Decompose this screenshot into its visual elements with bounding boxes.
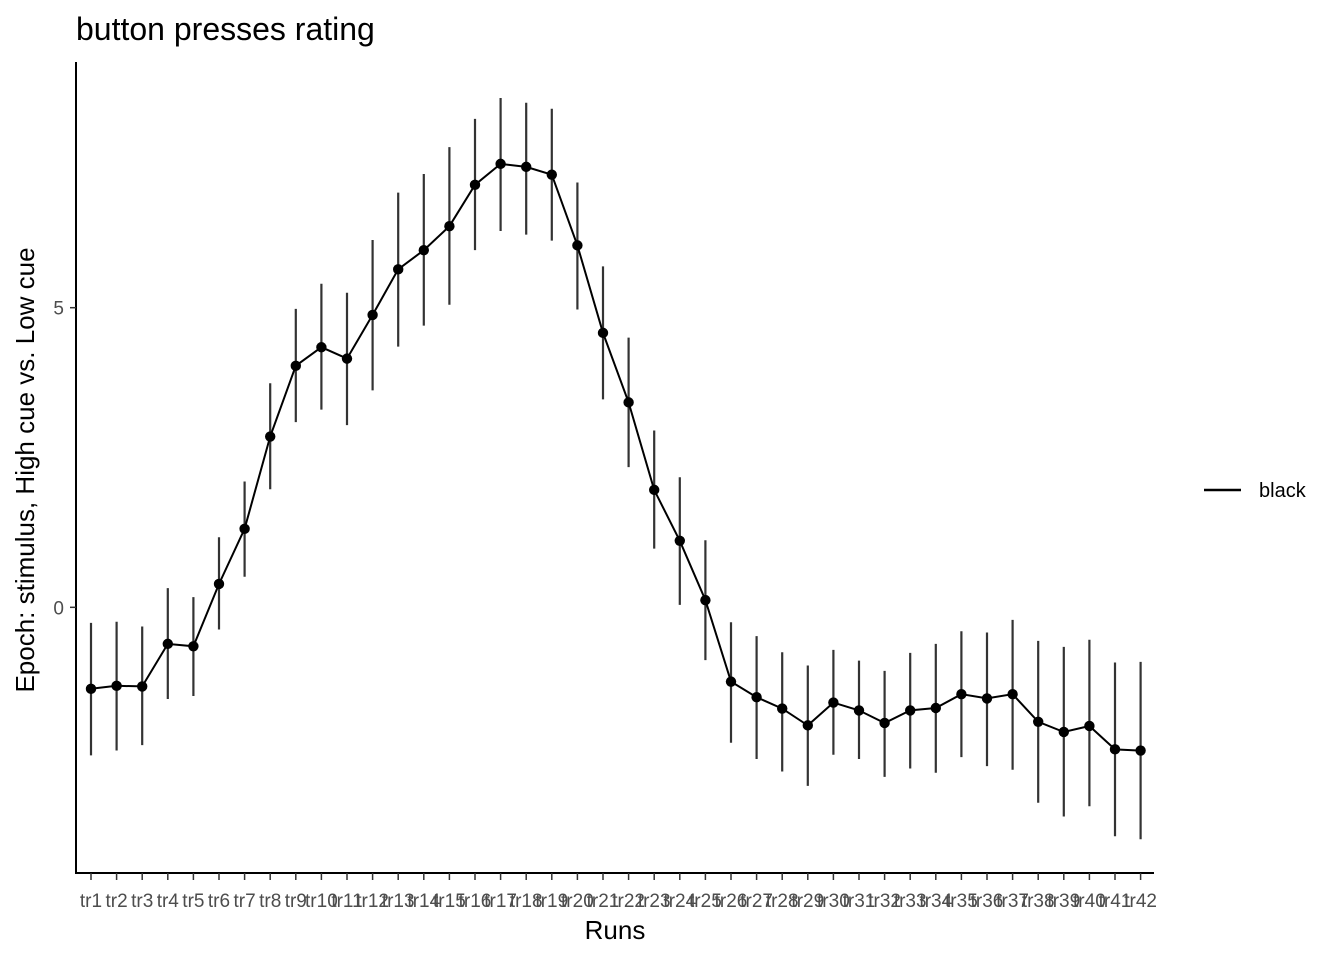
data-point xyxy=(393,264,404,275)
x-tick-label: tr13 xyxy=(382,891,415,912)
error-bars xyxy=(89,97,1142,840)
data-point xyxy=(777,703,788,714)
x-tick-label: tr40 xyxy=(1073,891,1106,912)
data-point xyxy=(853,705,865,716)
data-point xyxy=(649,484,660,496)
x-tick-label: tr39 xyxy=(1047,891,1080,912)
data-point xyxy=(239,523,250,535)
data-point xyxy=(802,720,813,731)
x-tick-label: tr21 xyxy=(587,891,620,912)
data-point xyxy=(725,676,737,687)
x-tick-label: tr12 xyxy=(356,891,389,912)
x-tick-label: tr20 xyxy=(561,891,594,912)
data-point xyxy=(1135,745,1146,756)
y-tick-label: 5 xyxy=(53,299,64,320)
x-tick-label: tr17 xyxy=(484,891,517,912)
data-point xyxy=(956,689,967,700)
legend: black xyxy=(1204,480,1307,502)
x-tick-label: tr14 xyxy=(407,891,440,912)
x-tick-label: tr31 xyxy=(843,891,876,912)
x-tick-label: tr37 xyxy=(996,891,1029,912)
data-point xyxy=(879,717,890,729)
data-point xyxy=(111,680,122,692)
x-tick-label: tr4 xyxy=(157,891,180,912)
x-tick-label: tr5 xyxy=(182,891,204,912)
data-point xyxy=(1058,726,1070,738)
x-tick-label: tr23 xyxy=(638,891,671,912)
data-point xyxy=(137,681,148,692)
x-tick-label: tr26 xyxy=(715,891,748,912)
x-tick-label: tr19 xyxy=(535,891,568,912)
data-point xyxy=(521,161,532,173)
data-point xyxy=(1084,720,1095,732)
data-point xyxy=(367,309,378,321)
data-point xyxy=(444,220,455,232)
data-point xyxy=(85,683,97,695)
data-point xyxy=(265,431,276,442)
x-tick-label: tr6 xyxy=(208,891,230,912)
data-point xyxy=(572,240,583,251)
x-tick-label: tr34 xyxy=(919,891,952,912)
data-point xyxy=(495,158,506,170)
y-tick-label: 0 xyxy=(53,598,64,619)
x-tick-label: tr42 xyxy=(1124,891,1157,912)
data-point xyxy=(341,353,353,364)
data-point xyxy=(418,244,429,256)
data-point xyxy=(546,169,557,180)
x-tick-label: tr27 xyxy=(740,891,773,912)
x-tick-label: tr41 xyxy=(1099,891,1132,912)
x-tick-label: tr15 xyxy=(433,891,466,912)
data-point xyxy=(751,692,762,703)
x-tick-label: tr24 xyxy=(663,891,696,912)
data-point xyxy=(700,594,711,606)
data-point xyxy=(290,360,301,372)
data-points xyxy=(85,158,1146,756)
data-point xyxy=(1109,744,1121,755)
x-tick-label: tr22 xyxy=(612,891,645,912)
x-tick-label: tr1 xyxy=(80,891,102,912)
data-point xyxy=(162,638,173,650)
data-point xyxy=(828,697,839,708)
data-point xyxy=(1033,716,1044,727)
x-tick-label: tr7 xyxy=(234,891,256,912)
data-point xyxy=(469,179,481,191)
data-point xyxy=(981,693,993,704)
x-tick-label: tr10 xyxy=(305,891,338,912)
data-point xyxy=(597,327,609,339)
x-tick-label: tr36 xyxy=(971,891,1004,912)
x-tick-label: tr8 xyxy=(259,891,281,912)
x-tick-label: tr16 xyxy=(459,891,492,912)
x-tick-label: tr3 xyxy=(131,891,153,912)
x-tick-label: tr28 xyxy=(766,891,799,912)
series-line-black xyxy=(90,162,1141,752)
data-point xyxy=(316,342,327,353)
legend-label-black: black xyxy=(1259,480,1307,502)
x-tick-label: tr35 xyxy=(945,891,978,912)
x-tick-label: tr30 xyxy=(817,891,850,912)
x-tick-label: tr32 xyxy=(868,891,901,912)
data-point xyxy=(674,535,685,547)
data-point xyxy=(905,705,916,716)
data-point xyxy=(1007,689,1018,700)
y-axis-ticks: 05 xyxy=(53,299,76,619)
x-tick-label: tr18 xyxy=(510,891,543,912)
chart-title: button presses rating xyxy=(76,11,375,47)
y-axis-title: Epoch: stimulus, High cue vs. Low cue xyxy=(10,247,40,692)
data-point xyxy=(188,641,199,652)
x-axis-title: Runs xyxy=(585,915,646,945)
x-tick-label: tr9 xyxy=(285,891,307,912)
x-tick-label: tr2 xyxy=(106,891,128,912)
x-tick-label: tr38 xyxy=(1022,891,1055,912)
x-tick-label: tr25 xyxy=(689,891,722,912)
data-point xyxy=(623,397,634,408)
x-tick-label: tr33 xyxy=(894,891,927,912)
x-axis-ticks: tr1 tr2 tr3 tr4 tr5 tr6 tr7 tr8 tr9tr10tr11tr12t… xyxy=(80,873,1157,912)
data-point xyxy=(213,578,225,590)
x-tick-label: tr29 xyxy=(791,891,824,912)
x-tick-label: tr11 xyxy=(331,891,362,912)
data-point xyxy=(930,702,941,714)
